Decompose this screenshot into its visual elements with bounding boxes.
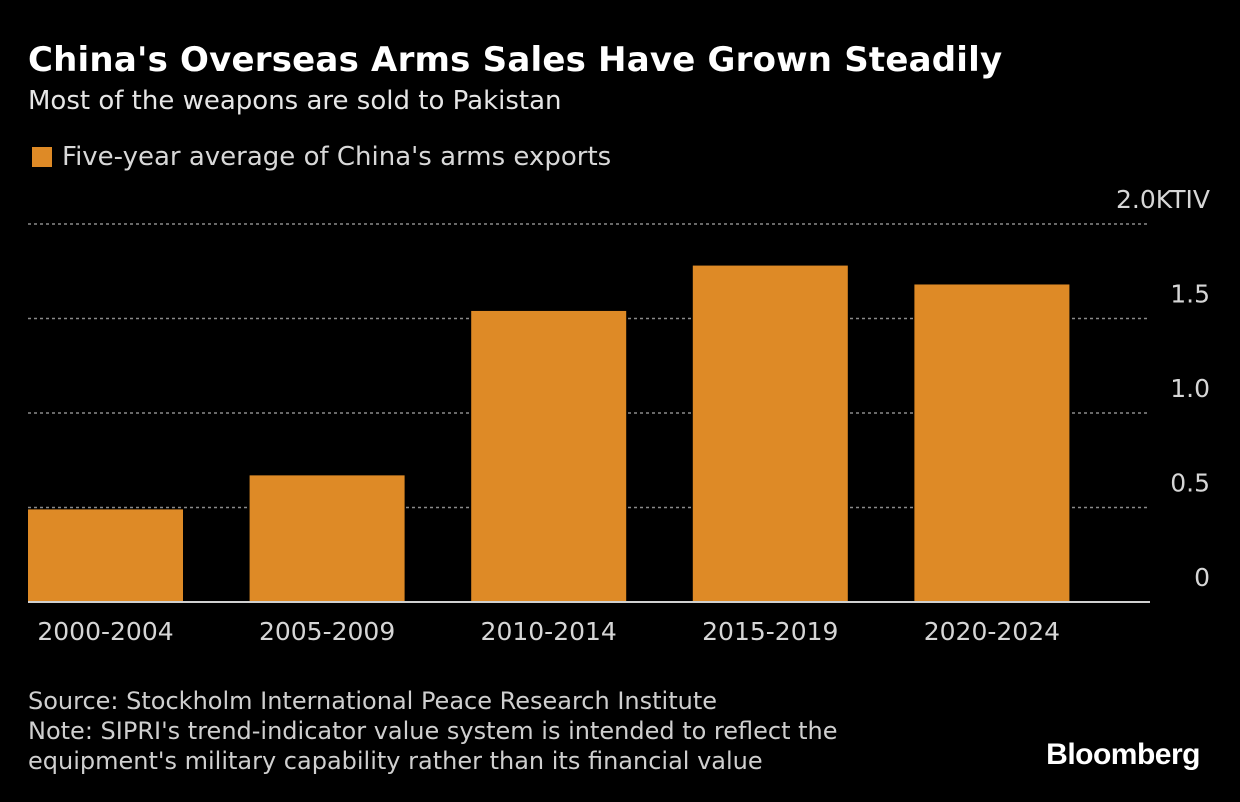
y-tick-label: 0.5 bbox=[1170, 469, 1210, 498]
bar-2015-2019 bbox=[692, 265, 848, 602]
methodology-note-line-2: equipment's military capability rather t… bbox=[28, 747, 763, 775]
y-tick-label: 1.0 bbox=[1170, 374, 1210, 403]
y-tick-label: 2.0KTIV bbox=[1116, 185, 1210, 214]
bar-2005-2009 bbox=[249, 475, 405, 602]
x-tick-label: 2010-2014 bbox=[481, 617, 617, 646]
legend: Five-year average of China's arms export… bbox=[32, 142, 611, 172]
axis-layer: 0 0.5 1.0 1.5 2.0KTIV 2000-2004 2005-2009 2010-… bbox=[28, 185, 1210, 646]
x-tick-label: 2000-2004 bbox=[37, 617, 173, 646]
chart-subtitle: Most of the weapons are sold to Pakistan bbox=[28, 86, 562, 116]
bar-chart: 0 0.5 1.0 1.5 2.0KTIV 2000-2004 2005-2009 2010-… bbox=[28, 185, 1210, 646]
legend-label: Five-year average of China's arms export… bbox=[62, 142, 612, 172]
x-tick-label: 2015-2019 bbox=[702, 617, 838, 646]
source-note: Source: Stockholm International Peace Re… bbox=[28, 687, 718, 715]
methodology-note-line-1: Note: SIPRI's trend-indicator value syst… bbox=[28, 717, 838, 745]
bar-2010-2014 bbox=[471, 310, 627, 602]
bar-layer bbox=[28, 265, 1070, 602]
bloomberg-logo: Bloomberg bbox=[1046, 738, 1200, 771]
legend-swatch bbox=[32, 147, 52, 167]
x-tick-label: 2005-2009 bbox=[259, 617, 395, 646]
footer: Source: Stockholm International Peace Re… bbox=[28, 686, 838, 776]
x-tick-label: 2020-2024 bbox=[924, 617, 1060, 646]
y-tick-label: 0 bbox=[1194, 563, 1210, 592]
bar-2020-2024 bbox=[914, 284, 1070, 602]
bar-2000-2004 bbox=[28, 509, 183, 602]
chart-title: China's Overseas Arms Sales Have Grown S… bbox=[28, 40, 1003, 80]
y-tick-label: 1.5 bbox=[1170, 280, 1210, 309]
